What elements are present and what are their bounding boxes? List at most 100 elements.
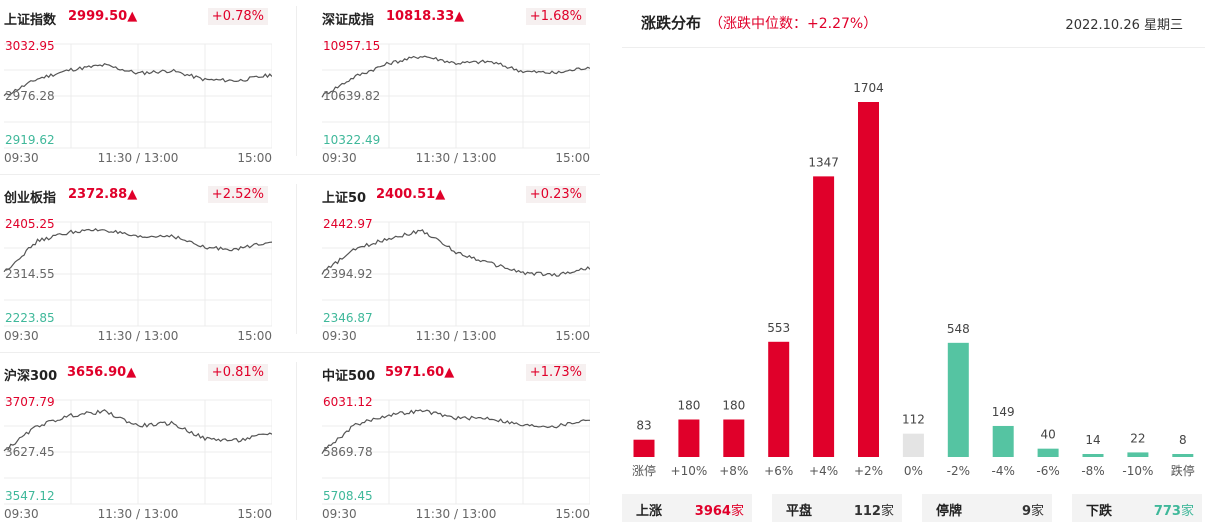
index-change-badge: +0.81% bbox=[207, 364, 268, 381]
y-label-max: 10957.15 bbox=[323, 39, 380, 53]
index-panel[interactable]: 3032.95 2976.28 2919.62 09:30 11:30 / 13:00 1… bbox=[0, 6, 272, 174]
summary-value: 112家 bbox=[854, 500, 894, 519]
distribution-bar[interactable] bbox=[768, 341, 790, 457]
index-change-badge: +0.23% bbox=[525, 186, 586, 203]
column-divider bbox=[296, 184, 297, 334]
index-price-line bbox=[321, 55, 590, 98]
time-axis-label: 11:30 / 13:00 bbox=[416, 151, 497, 165]
distribution-bar[interactable] bbox=[858, 102, 879, 457]
index-panel[interactable]: 3707.79 3627.45 3547.12 09:30 11:30 / 13:00 1… bbox=[0, 362, 272, 530]
time-axis-label: 11:30 / 13:00 bbox=[416, 507, 497, 521]
bar-category-label: +4% bbox=[809, 464, 838, 478]
y-label-max: 3032.95 bbox=[5, 39, 55, 53]
bar-category-label: 跌停 bbox=[1171, 463, 1195, 478]
summary-unit: 家 bbox=[1180, 504, 1194, 519]
row-divider bbox=[0, 174, 600, 175]
time-axis-label: 09:30 bbox=[4, 151, 39, 165]
index-name: 创业板指 bbox=[4, 191, 57, 206]
bar-category-label: -8% bbox=[1081, 464, 1104, 478]
y-label-max: 2405.25 bbox=[5, 217, 55, 231]
index-line-chart: 6031.12 5869.78 5708.45 09:30 11:30 / 13:00 1… bbox=[321, 395, 590, 521]
summary-unit: 家 bbox=[880, 504, 894, 519]
distribution-bar[interactable] bbox=[723, 419, 745, 458]
bar-category-label: -4% bbox=[992, 464, 1015, 478]
distribution-bar[interactable] bbox=[633, 439, 655, 457]
time-axis-label: 15:00 bbox=[237, 151, 272, 165]
index-panel[interactable]: 2405.25 2314.55 2223.85 09:30 11:30 / 13:00 1… bbox=[0, 184, 272, 352]
bar-value-label: 112 bbox=[902, 413, 925, 427]
column-divider bbox=[296, 362, 297, 520]
summary-count: 773 bbox=[1153, 504, 1181, 519]
distribution-bar[interactable] bbox=[947, 342, 969, 457]
y-label-mid: 5869.78 bbox=[323, 445, 373, 459]
bar-category-label: +8% bbox=[719, 464, 748, 478]
summary-count: 3964 bbox=[694, 504, 731, 519]
distribution-bar-chart: 83 涨停 180 +10% 180 +8% 553 +6% 1347 +4% 1704 +2% 112… bbox=[632, 81, 1195, 478]
y-label-min: 5708.45 bbox=[323, 489, 373, 503]
distribution-bar[interactable] bbox=[902, 433, 924, 457]
bar-value-label: 8 bbox=[1179, 433, 1187, 447]
index-price-line bbox=[321, 409, 590, 455]
bar-value-label: 22 bbox=[1130, 431, 1145, 445]
summary-up: 上涨 3964家 bbox=[622, 494, 752, 522]
y-label-min: 2346.87 bbox=[323, 311, 373, 325]
distribution-bar[interactable] bbox=[1172, 454, 1194, 457]
index-price: 10818.33▲ bbox=[386, 9, 465, 24]
distribution-bar[interactable] bbox=[992, 425, 1014, 457]
summary-label: 下跌 bbox=[1086, 504, 1113, 519]
time-axis-label: 15:00 bbox=[237, 507, 272, 521]
y-label-mid: 2394.92 bbox=[323, 267, 373, 281]
distribution-bar[interactable] bbox=[1127, 452, 1149, 457]
summary-label: 停牌 bbox=[936, 504, 963, 519]
index-name: 深证成指 bbox=[322, 13, 375, 28]
time-axis-label: 15:00 bbox=[555, 329, 590, 343]
index-panel[interactable]: 10957.15 10639.82 10322.49 09:30 11:30 / 13:… bbox=[318, 6, 590, 174]
bar-category-label: 0% bbox=[904, 464, 923, 478]
time-axis-label: 11:30 / 13:00 bbox=[98, 329, 179, 343]
index-price: 5971.60▲ bbox=[385, 365, 455, 380]
time-axis-label: 09:30 bbox=[322, 329, 357, 343]
index-line-chart: 3707.79 3627.45 3547.12 09:30 11:30 / 13:00 1… bbox=[3, 395, 272, 521]
y-label-min: 10322.49 bbox=[323, 133, 380, 147]
index-name: 沪深300 bbox=[4, 369, 58, 384]
summary-value: 9家 bbox=[1022, 500, 1044, 519]
summary-flat: 平盘 112家 bbox=[772, 494, 902, 522]
distribution-subtitle: （涨跌中位数：+2.27%） bbox=[709, 16, 878, 32]
summary-label: 平盘 bbox=[786, 504, 813, 519]
index-panel[interactable]: 2442.97 2394.92 2346.87 09:30 11:30 / 13:00 1… bbox=[318, 184, 590, 352]
time-axis-label: 11:30 / 13:00 bbox=[416, 329, 497, 343]
time-axis-label: 09:30 bbox=[322, 151, 357, 165]
bar-value-label: 1347 bbox=[808, 155, 839, 169]
time-axis-label: 09:30 bbox=[4, 329, 39, 343]
distribution-bar[interactable] bbox=[678, 419, 700, 458]
bar-category-label: +6% bbox=[764, 464, 793, 478]
y-label-max: 2442.97 bbox=[323, 217, 373, 231]
time-axis-label: 11:30 / 13:00 bbox=[98, 151, 179, 165]
index-line-chart: 2405.25 2314.55 2223.85 09:30 11:30 / 13:00 1… bbox=[3, 217, 272, 343]
y-label-min: 2919.62 bbox=[5, 133, 55, 147]
bar-value-label: 180 bbox=[677, 399, 700, 413]
bar-value-label: 1704 bbox=[853, 81, 884, 95]
bar-value-label: 548 bbox=[947, 322, 970, 336]
bar-value-label: 553 bbox=[767, 321, 790, 335]
bar-category-label: -2% bbox=[947, 464, 970, 478]
bar-value-label: 83 bbox=[636, 419, 651, 433]
distribution-bar[interactable] bbox=[813, 176, 835, 457]
index-line-chart: 10957.15 10639.82 10322.49 09:30 11:30 / 13:… bbox=[321, 39, 590, 165]
summary-value: 773家 bbox=[1154, 500, 1194, 519]
index-price-line bbox=[3, 228, 272, 273]
time-axis-label: 15:00 bbox=[555, 507, 590, 521]
index-line-chart: 2442.97 2394.92 2346.87 09:30 11:30 / 13:00 1… bbox=[321, 217, 590, 343]
distribution-bar[interactable] bbox=[1082, 454, 1104, 457]
bar-category-label: +2% bbox=[854, 464, 883, 478]
bar-category-label: 涨停 bbox=[632, 463, 656, 478]
bar-value-label: 14 bbox=[1085, 433, 1100, 447]
time-axis-label: 15:00 bbox=[237, 329, 272, 343]
distribution-date: 2022.10.26 星期三 bbox=[1065, 18, 1183, 33]
index-panel[interactable]: 6031.12 5869.78 5708.45 09:30 11:30 / 13:00 1… bbox=[318, 362, 590, 530]
y-label-min: 3547.12 bbox=[5, 489, 55, 503]
index-price: 2372.88▲ bbox=[68, 187, 138, 202]
distribution-bar[interactable] bbox=[1037, 448, 1059, 457]
summary-value: 3964家 bbox=[695, 500, 744, 519]
bar-category-label: -10% bbox=[1122, 464, 1153, 478]
